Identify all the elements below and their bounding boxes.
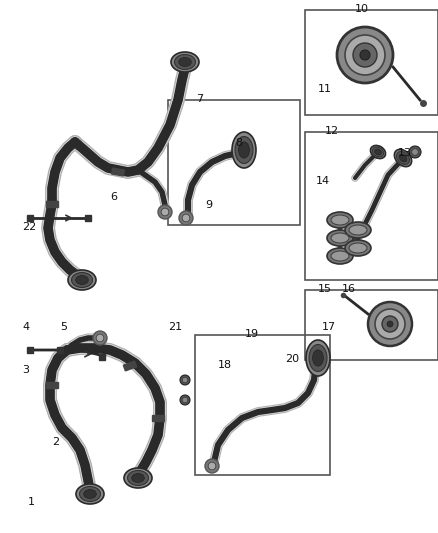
- Ellipse shape: [84, 489, 96, 498]
- Text: 19: 19: [245, 329, 259, 339]
- Text: 9: 9: [205, 200, 212, 210]
- Ellipse shape: [345, 240, 371, 256]
- Ellipse shape: [349, 225, 367, 235]
- Ellipse shape: [399, 154, 407, 162]
- Ellipse shape: [179, 58, 191, 67]
- Bar: [305, 132, 438, 280]
- Ellipse shape: [331, 251, 349, 261]
- Circle shape: [179, 211, 193, 225]
- Circle shape: [93, 331, 107, 345]
- Circle shape: [412, 149, 418, 155]
- Ellipse shape: [396, 151, 410, 165]
- Ellipse shape: [127, 471, 148, 486]
- Ellipse shape: [232, 132, 256, 168]
- Text: 8: 8: [235, 138, 242, 148]
- Ellipse shape: [394, 149, 412, 167]
- Ellipse shape: [345, 222, 371, 238]
- Text: 13: 13: [398, 148, 412, 158]
- Text: 14: 14: [316, 176, 330, 186]
- Text: 22: 22: [22, 222, 36, 232]
- Text: 7: 7: [196, 94, 203, 104]
- Circle shape: [208, 462, 216, 470]
- Text: 1: 1: [28, 497, 35, 507]
- Ellipse shape: [327, 212, 353, 228]
- Circle shape: [337, 27, 393, 83]
- Text: 15: 15: [318, 284, 332, 294]
- Circle shape: [180, 375, 190, 385]
- Bar: [46, 201, 58, 207]
- Circle shape: [353, 43, 377, 67]
- Ellipse shape: [372, 147, 384, 157]
- Ellipse shape: [349, 243, 367, 253]
- Text: 20: 20: [285, 354, 299, 364]
- Ellipse shape: [331, 215, 349, 225]
- Circle shape: [182, 377, 188, 383]
- Ellipse shape: [306, 340, 330, 376]
- Circle shape: [368, 302, 412, 346]
- Text: 11: 11: [318, 84, 332, 94]
- Ellipse shape: [174, 54, 195, 69]
- Bar: [152, 415, 164, 421]
- Circle shape: [345, 35, 385, 75]
- Circle shape: [360, 50, 370, 60]
- Ellipse shape: [80, 487, 100, 502]
- Bar: [305, 290, 438, 360]
- Ellipse shape: [171, 52, 199, 72]
- Circle shape: [182, 397, 188, 403]
- Circle shape: [382, 316, 398, 332]
- Bar: [168, 100, 300, 225]
- Bar: [195, 335, 330, 475]
- Ellipse shape: [235, 136, 253, 164]
- Circle shape: [375, 309, 405, 339]
- Ellipse shape: [309, 344, 327, 372]
- Ellipse shape: [327, 248, 353, 264]
- Circle shape: [161, 208, 169, 216]
- Circle shape: [180, 395, 190, 405]
- Ellipse shape: [374, 149, 381, 155]
- Ellipse shape: [313, 350, 323, 366]
- Ellipse shape: [124, 468, 152, 488]
- Text: 6: 6: [110, 192, 117, 202]
- Bar: [124, 361, 137, 371]
- Text: 17: 17: [322, 322, 336, 332]
- Circle shape: [96, 334, 104, 342]
- Ellipse shape: [239, 142, 249, 158]
- Text: 16: 16: [342, 284, 356, 294]
- Bar: [112, 168, 124, 176]
- Bar: [46, 382, 58, 388]
- Ellipse shape: [371, 146, 385, 158]
- Ellipse shape: [76, 276, 88, 285]
- Text: 10: 10: [355, 4, 369, 14]
- Circle shape: [387, 321, 393, 327]
- Bar: [305, 10, 438, 115]
- Ellipse shape: [331, 233, 349, 243]
- Text: 18: 18: [218, 360, 232, 370]
- Text: 4: 4: [22, 322, 29, 332]
- Text: 3: 3: [22, 365, 29, 375]
- Ellipse shape: [68, 270, 96, 290]
- Circle shape: [205, 459, 219, 473]
- Ellipse shape: [71, 272, 92, 287]
- Ellipse shape: [76, 484, 104, 504]
- Text: 5: 5: [60, 322, 67, 332]
- Circle shape: [409, 146, 421, 158]
- Text: 21: 21: [168, 322, 182, 332]
- Text: 12: 12: [325, 126, 339, 136]
- Ellipse shape: [327, 230, 353, 246]
- Ellipse shape: [132, 473, 144, 482]
- Circle shape: [182, 214, 190, 222]
- Text: 2: 2: [52, 437, 59, 447]
- Circle shape: [158, 205, 172, 219]
